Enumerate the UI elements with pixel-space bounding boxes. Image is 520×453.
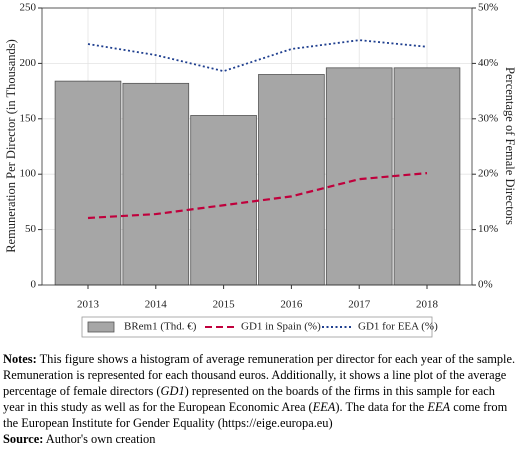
x-tick-label: 2017 — [348, 299, 371, 311]
y2-axis-title: Percentage of Female Directors — [503, 67, 517, 225]
legend-swatch — [87, 321, 115, 333]
bar — [122, 82, 190, 286]
legend-box — [81, 316, 433, 338]
line — [87, 39, 428, 73]
x-tick-label: 2014 — [145, 299, 168, 311]
notes-text: ). The data for the — [335, 400, 428, 414]
notes-text: ) represented on the boards of the firms… — [3, 384, 495, 414]
notes-text: come from the European Institute for Gen… — [3, 400, 508, 430]
y2-tick-label: 0% — [478, 279, 493, 291]
legend-label: BRem1 (Thd. €) — [124, 321, 197, 333]
bar — [325, 67, 393, 286]
x-tick-label: 2018 — [416, 299, 439, 311]
notes: Notes: This figure shows a histogram of … — [3, 351, 517, 447]
y2-tick-label: 30% — [478, 112, 498, 124]
y-tick-label: 0 — [31, 279, 37, 291]
x-tick-label: 2015 — [213, 299, 236, 311]
notes-text: EEA — [427, 400, 451, 414]
chart: Remuneration Per Director (in Thousands)… — [4, 2, 517, 338]
notes-label: Notes: — [3, 352, 37, 366]
y-tick-label: 200 — [20, 57, 37, 69]
y2-tick-label: 10% — [478, 223, 498, 235]
line — [87, 171, 428, 220]
source-label: Source: — [3, 432, 44, 446]
bar — [190, 115, 257, 286]
legend-label: GD1 in Spain (%) — [241, 321, 321, 333]
bar — [393, 67, 461, 286]
notes-text: GD1 — [160, 384, 185, 398]
y2-tick-label: 20% — [478, 168, 498, 180]
x-tick-label: 2016 — [280, 299, 303, 311]
plot-frame — [41, 7, 473, 286]
y-tick-label: 50 — [25, 223, 37, 235]
legend-label: GD1 for EEA (%) — [358, 321, 438, 333]
y-tick-label: 150 — [20, 112, 37, 124]
y-tick-label: 250 — [20, 2, 37, 14]
notes-text: EEA — [312, 400, 336, 414]
x-tick-label: 2013 — [77, 299, 100, 311]
y2-tick-label: 40% — [478, 57, 498, 69]
y2-tick-label: 50% — [478, 2, 498, 14]
bar — [54, 80, 122, 286]
source-text: Author's own creation — [43, 432, 156, 446]
notes-text: This figure shows a histogram of average… — [3, 352, 516, 398]
bar — [258, 74, 325, 286]
y-axis-title: Remuneration Per Director (in Thousands) — [4, 39, 18, 253]
y-tick-label: 100 — [20, 168, 37, 180]
